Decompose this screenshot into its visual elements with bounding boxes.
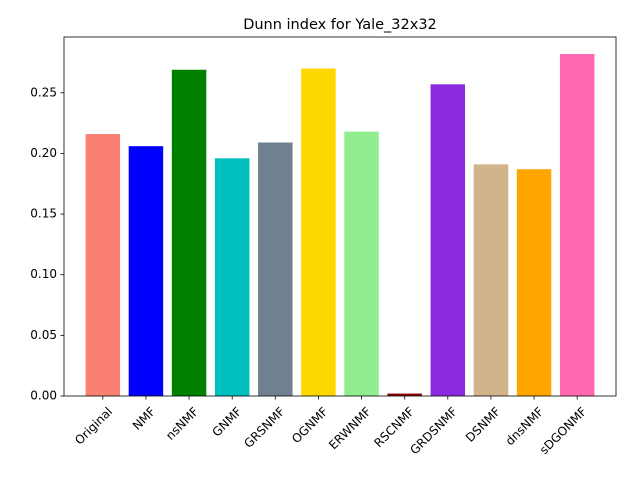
bar-original [85,134,121,396]
y-tick-label-4: 0.20 [30,146,57,160]
y-tick-label-1: 0.05 [30,328,57,342]
bar-ognmf [301,68,336,396]
y-axis: 0.00 0.05 0.10 0.15 0.20 0.25 [30,85,64,403]
y-tick-label-5: 0.25 [30,85,57,99]
y-tick-label-3: 0.15 [30,207,57,221]
bar-erwnmf [344,131,379,396]
bars-group [85,53,595,397]
chart-title: Dunn index for Yale_32x32 [243,17,437,33]
y-tick-label-0: 0.00 [30,389,57,403]
plot-frame [63,36,617,397]
bar-sdgonmf [559,53,595,396]
bar-dsnmf [473,164,509,396]
bar-dnsnmf [516,169,552,396]
bar-grdsnmf [430,84,466,397]
bar-nsnmf [171,69,207,396]
y-tick-label-2: 0.10 [30,267,57,281]
bar-rscnmf [387,393,422,396]
bar-nmf [128,146,164,396]
bar-grsnmf [258,142,293,396]
bar-gnmf [214,158,250,396]
